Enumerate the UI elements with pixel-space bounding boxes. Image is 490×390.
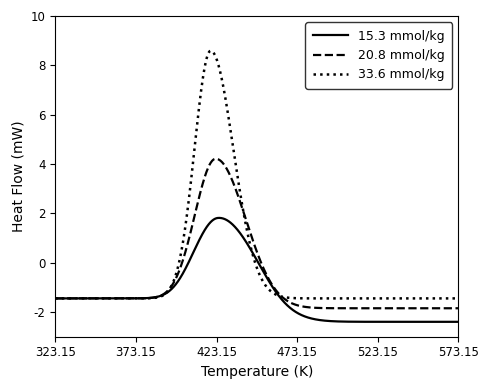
Legend: 15.3 mmol/kg, 20.8 mmol/kg, 33.6 mmol/kg: 15.3 mmol/kg, 20.8 mmol/kg, 33.6 mmol/kg — [305, 22, 452, 89]
X-axis label: Temperature (K): Temperature (K) — [201, 365, 313, 379]
Y-axis label: Heat Flow (mW): Heat Flow (mW) — [11, 121, 25, 232]
